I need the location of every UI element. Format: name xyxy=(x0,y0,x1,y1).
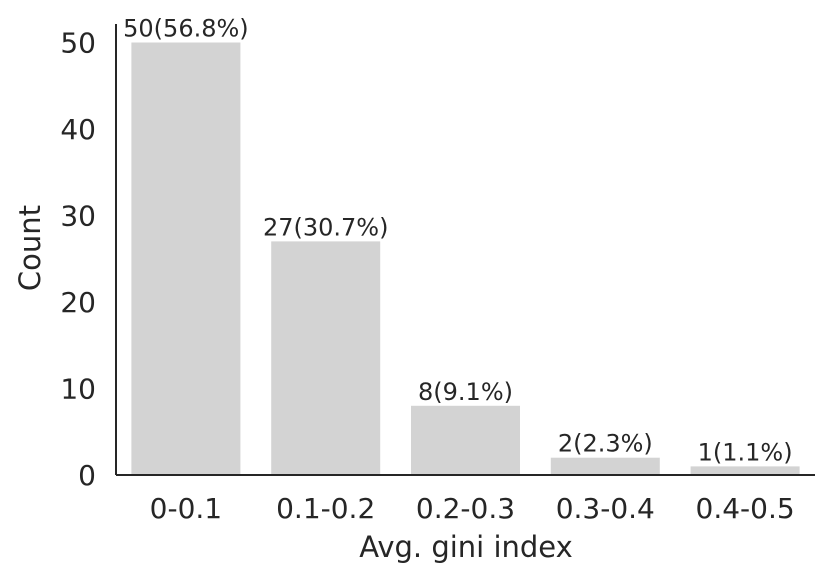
x-tick-label: 0-0.1 xyxy=(150,492,222,525)
y-axis-ticks: 0 10 20 30 40 50 xyxy=(60,27,96,493)
y-tick-label: 10 xyxy=(60,373,96,406)
x-axis-ticks: 0-0.1 0.1-0.2 0.2-0.3 0.3-0.4 0.4-0.5 xyxy=(150,492,795,525)
y-tick-label: 50 xyxy=(60,27,96,60)
y-tick-label: 0 xyxy=(78,459,96,492)
x-tick-label: 0.3-0.4 xyxy=(556,492,655,525)
bar-value-label: 27(30.7%) xyxy=(263,213,389,241)
bar-value-label: 1(1.1%) xyxy=(698,438,793,466)
y-tick-label: 30 xyxy=(60,200,96,233)
x-tick-label: 0.2-0.3 xyxy=(416,492,515,525)
y-axis-title: Count xyxy=(13,205,47,291)
x-tick-label: 0.4-0.5 xyxy=(696,492,795,525)
y-tick-label: 40 xyxy=(60,113,96,146)
bar-value-label: 50(56.8%) xyxy=(123,15,249,43)
bar-0.1-0.2 xyxy=(271,241,381,475)
bar-0.3-0.4 xyxy=(550,457,660,475)
bar-value-label: 8(9.1%) xyxy=(418,378,513,406)
bar-labels-group: 50(56.8%) 27(30.7%) 8(9.1%) 2(2.3%) 1(1.1%) xyxy=(123,15,792,467)
bar-value-label: 2(2.3%) xyxy=(558,430,653,458)
x-tick-label: 0.1-0.2 xyxy=(276,492,375,525)
x-axis-title: Avg. gini index xyxy=(359,530,573,564)
bar-0.4-0.5 xyxy=(690,466,800,475)
y-tick-label: 20 xyxy=(60,286,96,319)
bar-0.2-0.3 xyxy=(411,405,520,475)
bars-group xyxy=(131,42,800,475)
bar-0-0.1 xyxy=(131,42,241,475)
